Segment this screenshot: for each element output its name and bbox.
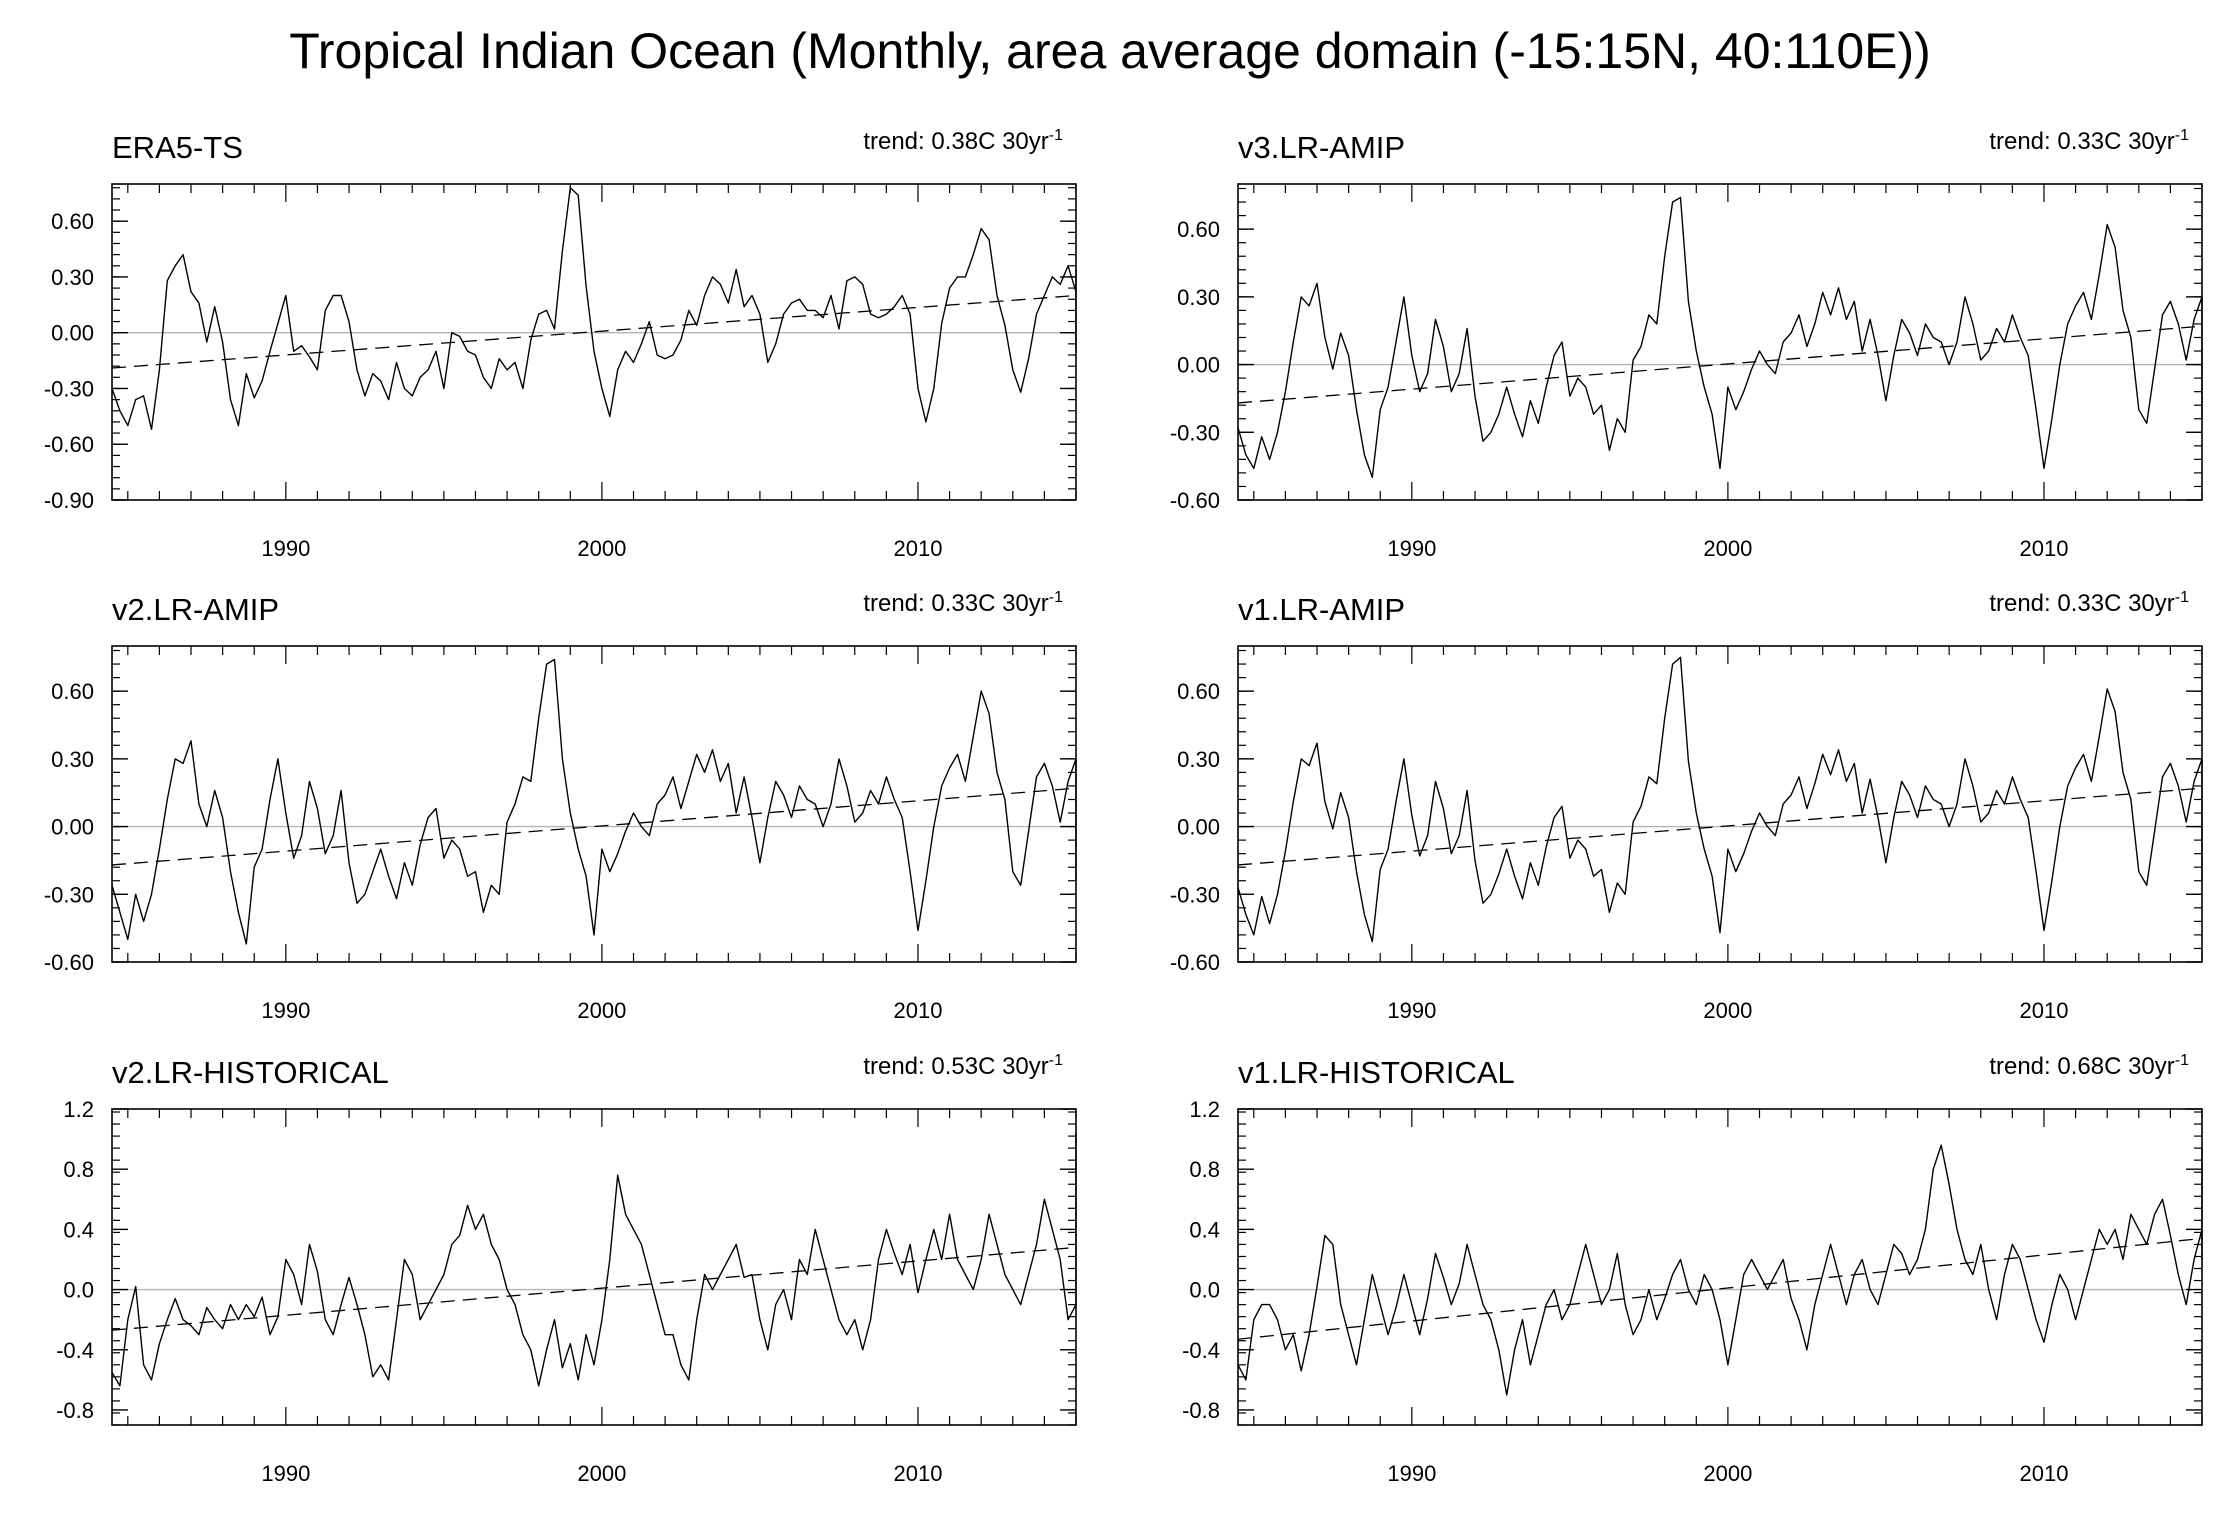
panel-title: v3.LR-AMIP [1238, 130, 1405, 165]
trend-label: trend: 0.33C 30yr-1 [1989, 589, 2189, 617]
trend-exponent: -1 [1049, 589, 1063, 606]
y-tick-label: -0.8 [1182, 1398, 1220, 1423]
x-tick-label: 2010 [2019, 998, 2068, 1023]
y-tick-label: 0.60 [1177, 679, 1220, 704]
trend-label: trend: 0.33C 30yr-1 [863, 589, 1063, 617]
plot-frame [111, 645, 1077, 963]
y-tick-label: -0.60 [44, 950, 94, 975]
x-tick-label: 1990 [261, 536, 310, 561]
y-tick-label: 0.30 [1177, 747, 1220, 772]
x-tick-label: 2000 [1703, 536, 1752, 561]
y-tick-label: 0.4 [63, 1217, 94, 1242]
main-title: Tropical Indian Ocean (Monthly, area ave… [289, 23, 1931, 79]
y-tick-label: -0.30 [44, 882, 94, 907]
trend-exponent: -1 [2175, 589, 2189, 606]
trend-line [111, 294, 1077, 369]
x-tick-label: 2000 [577, 998, 626, 1023]
x-tick-label: 1990 [261, 998, 310, 1023]
y-tick-label: -0.60 [44, 432, 94, 457]
chart-panel-1: ERA5-TS trend: 0.38C 30yr-1 0.60 0.30 0.00 -0… [44, 127, 1077, 561]
y-tick-label: 0.30 [1177, 285, 1220, 310]
y-tick-label: 1.2 [63, 1097, 94, 1122]
x-tick-label: 2010 [893, 998, 942, 1023]
panel-title: v1.LR-AMIP [1238, 592, 1405, 627]
y-tick-label: -0.60 [1170, 488, 1220, 513]
trend-line [111, 787, 1077, 866]
trend-label: trend: 0.38C 30yr-1 [863, 127, 1063, 155]
x-tick-label: 1990 [1387, 998, 1436, 1023]
y-tick-label: 1.2 [1189, 1097, 1220, 1122]
plot-frame [1237, 645, 2203, 963]
y-tick-label: 0.30 [51, 747, 94, 772]
y-tick-label: 0.00 [1177, 353, 1220, 378]
y-tick-label: 0.8 [63, 1157, 94, 1182]
x-tick-label: 2000 [577, 536, 626, 561]
y-tick-label: 0.60 [51, 679, 94, 704]
trend-exponent: -1 [2175, 1052, 2189, 1069]
panel-title: v1.LR-HISTORICAL [1238, 1055, 1515, 1090]
trend-exponent: -1 [1049, 1052, 1063, 1069]
trend-line [1237, 787, 2203, 866]
panel-title: v2.LR-HISTORICAL [112, 1055, 389, 1090]
y-tick-label: -0.30 [44, 376, 94, 401]
y-tick-label: 0.00 [51, 321, 94, 346]
panel-title: ERA5-TS [112, 130, 243, 165]
trend-label: trend: 0.53C 30yr-1 [863, 1052, 1063, 1080]
x-tick-label: 2010 [893, 1461, 942, 1486]
y-tick-label: -0.30 [1170, 420, 1220, 445]
x-tick-label: 2000 [1703, 1461, 1752, 1486]
chart-panel-3: v2.LR-AMIP trend: 0.33C 30yr-1 0.60 0.30 0.0… [44, 589, 1077, 1023]
y-tick-label: 0.60 [1177, 217, 1220, 242]
trend-exponent: -1 [1049, 127, 1063, 144]
x-tick-label: 2010 [893, 536, 942, 561]
x-tick-label: 2000 [577, 1461, 626, 1486]
chart-panel-6: v1.LR-HISTORICAL trend: 0.68C 30yr-1 1.2 0.… [1182, 1052, 2203, 1486]
y-tick-label: -0.8 [56, 1398, 94, 1423]
x-tick-label: 2010 [2019, 536, 2068, 561]
y-tick-label: 0.00 [51, 815, 94, 840]
trend-line [111, 1246, 1077, 1331]
x-tick-label: 2000 [1703, 998, 1752, 1023]
chart-panel-5: v2.LR-HISTORICAL trend: 0.53C 30yr-1 1.2 0.… [56, 1052, 1077, 1486]
y-tick-label: 0.0 [1189, 1278, 1220, 1303]
series-line [1237, 656, 2203, 943]
x-tick-label: 1990 [261, 1461, 310, 1486]
series-line [111, 186, 1077, 431]
y-tick-label: -0.4 [1182, 1338, 1220, 1363]
plot-frame [111, 183, 1077, 501]
trend-exponent: -1 [2175, 127, 2189, 144]
y-tick-label: 0.8 [1189, 1157, 1220, 1182]
chart-panel-4: v1.LR-AMIP trend: 0.33C 30yr-1 0.60 0.30 0.0… [1170, 589, 2203, 1023]
y-tick-label: -0.90 [44, 488, 94, 513]
plot-frame [1237, 1108, 2203, 1426]
y-tick-label: -0.60 [1170, 950, 1220, 975]
chart-panel-2: v3.LR-AMIP trend: 0.33C 30yr-1 0.60 0.30 0.0… [1170, 127, 2203, 561]
y-tick-label: 0.00 [1177, 815, 1220, 840]
panel-title: v2.LR-AMIP [112, 592, 279, 627]
trend-line [1237, 1237, 2203, 1340]
series-line [111, 1132, 1077, 1387]
trend-label: trend: 0.33C 30yr-1 [1989, 127, 2189, 155]
y-tick-label: 0.60 [51, 209, 94, 234]
trend-label: trend: 0.68C 30yr-1 [1989, 1052, 2189, 1080]
series-line [111, 658, 1077, 945]
trend-line [1237, 325, 2203, 404]
plot-frame [111, 1108, 1077, 1426]
x-tick-label: 1990 [1387, 536, 1436, 561]
y-tick-label: 0.30 [51, 265, 94, 290]
y-tick-label: -0.30 [1170, 882, 1220, 907]
y-tick-label: 0.4 [1189, 1217, 1220, 1242]
series-line [1237, 1144, 2203, 1396]
y-tick-label: 0.0 [63, 1278, 94, 1303]
x-tick-label: 2010 [2019, 1461, 2068, 1486]
series-line [1237, 196, 2203, 479]
y-tick-label: -0.4 [56, 1338, 94, 1363]
plot-frame [1237, 183, 2203, 501]
x-tick-label: 1990 [1387, 1461, 1436, 1486]
